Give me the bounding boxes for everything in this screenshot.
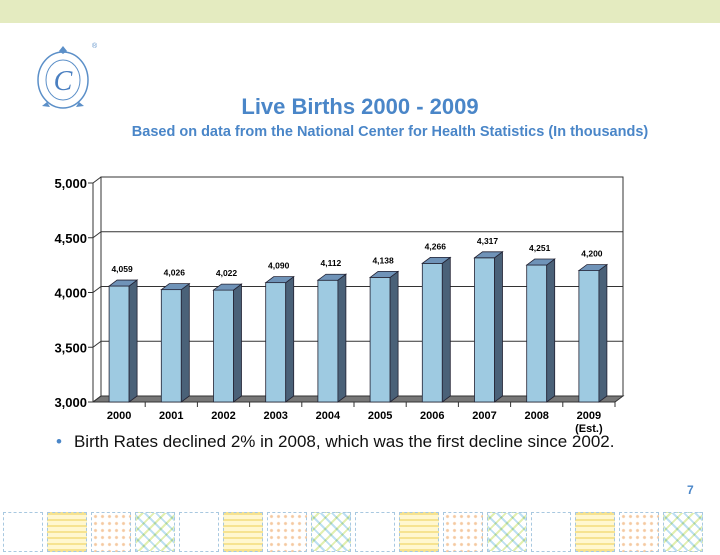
gridline-side: [92, 231, 102, 239]
data-label: 4,138: [372, 255, 394, 265]
x-tick-label: 2001: [159, 410, 183, 422]
bar-top: [577, 264, 609, 272]
quilt-patch: [135, 512, 175, 552]
quilt-patch: [531, 512, 571, 552]
data-label: 4,251: [529, 243, 551, 253]
bar-side: [598, 263, 608, 403]
gridline-side: [92, 340, 102, 348]
bar-side: [285, 275, 295, 403]
quilt-patch: [575, 512, 615, 552]
top-banner: [0, 0, 720, 23]
quilt-patch: [91, 512, 131, 552]
bar-side: [441, 256, 451, 403]
bar-front: [421, 262, 443, 403]
y-tick-label: 5,000: [54, 176, 87, 191]
x-tick-label: 2000: [107, 410, 131, 422]
chart-subtitle: Based on data from the National Center f…: [131, 124, 649, 140]
bar-top: [473, 251, 504, 259]
quilt-patch: [355, 512, 395, 552]
x-tick-label: 2003: [263, 410, 287, 422]
bar-top: [368, 270, 400, 278]
bar-side: [494, 250, 503, 403]
bar-front: [213, 289, 234, 403]
quilt-patch: [487, 512, 527, 552]
bullet-icon: •: [56, 432, 62, 451]
data-label: 4,059: [111, 264, 133, 274]
data-label: 4,317: [477, 236, 499, 246]
y-tick-label: 3,500: [54, 340, 87, 355]
svg-text:®: ®: [92, 42, 98, 50]
bar-side: [337, 273, 347, 403]
x-tick-label: 2009: [577, 410, 601, 422]
data-label: 4,266: [425, 241, 447, 251]
gridline-side: [92, 395, 102, 403]
x-tick-label: 2004: [316, 410, 341, 422]
bar-front: [160, 289, 182, 403]
data-label: 4,090: [268, 261, 290, 271]
bar-top: [525, 258, 556, 266]
bar-front: [108, 285, 130, 403]
bar-side: [233, 283, 242, 403]
bar-front: [526, 264, 548, 403]
bullet-point: • Birth Rates declined 2% in 2008, which …: [56, 432, 614, 452]
svg-text:C: C: [54, 66, 73, 97]
quilt-patch: [267, 512, 307, 552]
gridline-side: [92, 176, 102, 184]
y-tick-label: 4,500: [54, 231, 87, 246]
bar-top: [316, 273, 348, 281]
quilt-patch: [399, 512, 439, 552]
bar-top: [421, 256, 452, 264]
bar-top: [107, 279, 139, 287]
bar-front: [578, 270, 600, 403]
bar-side: [180, 282, 190, 403]
bar-side: [389, 270, 399, 403]
bar-chart: 3,000 3,500 4,000 4,500 5,000 4,059 2000 4,026 2…: [54, 176, 625, 435]
quilt-patch: [47, 512, 87, 552]
quilt-patch: [619, 512, 659, 552]
quilt-patch: [223, 512, 263, 552]
quilt-patch: [179, 512, 219, 552]
bar-front: [317, 279, 339, 403]
page-number: 7: [687, 483, 694, 497]
bullet-text: Birth Rates declined 2% in 2008, which w…: [73, 432, 615, 451]
quilt-patch: [311, 512, 351, 552]
x-tick-sublabel: (Est.): [575, 423, 603, 435]
bar-top: [264, 276, 295, 284]
x-tick-label: 2007: [472, 410, 496, 422]
data-label: 4,200: [581, 249, 603, 259]
x-tick-label: 2002: [211, 410, 235, 422]
gridline-side: [92, 286, 102, 293]
data-label: 4,026: [164, 268, 186, 278]
bar-top: [212, 283, 243, 291]
data-label: 4,112: [320, 258, 341, 268]
bar-front: [474, 257, 495, 403]
data-label: 4,022: [216, 268, 238, 278]
bar-top: [160, 283, 191, 291]
crown-crafts-logo: C ®: [37, 42, 98, 109]
bar-front: [265, 282, 287, 403]
x-tick-label: 2005: [368, 410, 392, 422]
quilt-patch: [443, 512, 483, 552]
y-tick-label: 4,000: [54, 286, 87, 301]
bar-side: [128, 279, 138, 403]
x-tick-label: 2008: [524, 410, 548, 422]
x-tick-label: 2006: [420, 410, 444, 422]
chart-title: Live Births 2000 - 2009: [241, 94, 479, 119]
bar-side: [546, 258, 556, 403]
quilt-patch: [3, 512, 43, 552]
y-tick-label: 3,000: [54, 395, 87, 410]
quilt-patch: [663, 512, 703, 552]
bar-front: [369, 276, 391, 403]
quilt-footer-decoration: [0, 512, 720, 555]
